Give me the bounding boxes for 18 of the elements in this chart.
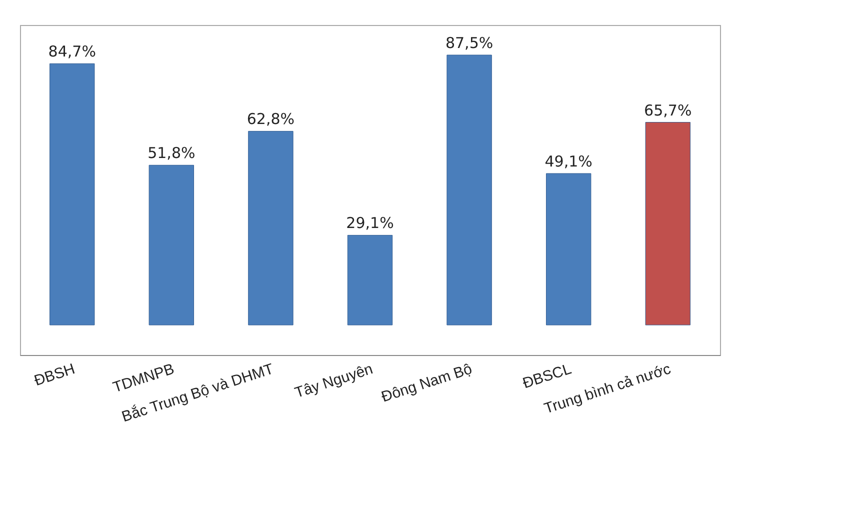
bar [50, 63, 95, 326]
x-tick-label: Tây Nguyên [292, 360, 375, 402]
data-label: 29,1% [346, 214, 394, 232]
data-label: 62,8% [246, 110, 295, 128]
bar [148, 164, 194, 326]
data-label: 87,5% [445, 34, 494, 52]
bar [645, 122, 690, 326]
data-label: 51,8% [148, 144, 196, 162]
data-label: 49,1% [544, 152, 592, 170]
bar [546, 173, 592, 326]
x-tick-label: ĐBSCL [520, 360, 574, 392]
data-label: 65,7% [644, 101, 692, 120]
bar [347, 234, 393, 326]
bar [446, 54, 492, 326]
data-label: 84,7% [48, 42, 96, 61]
x-tick-label: Đông Nam Bộ [379, 360, 474, 406]
bar [248, 130, 294, 326]
x-tick-label: ĐBSH [32, 360, 78, 390]
